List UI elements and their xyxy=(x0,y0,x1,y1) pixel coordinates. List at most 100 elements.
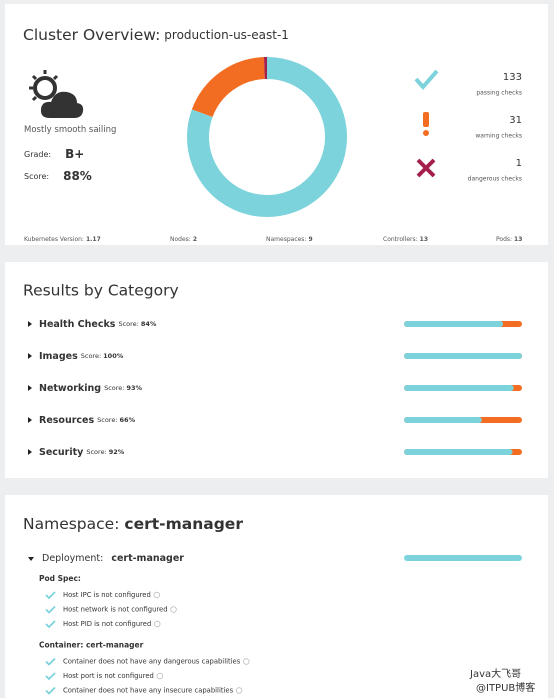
footer-item: Pods: 13 xyxy=(496,236,522,243)
help-icon xyxy=(156,672,164,680)
category-row-part: Resources xyxy=(39,415,94,426)
footer-item-part: 13 xyxy=(420,236,428,243)
category-title: Results by Category xyxy=(23,282,179,300)
score: Score: 88% xyxy=(24,169,92,183)
namespace-title-part: cert-manager xyxy=(124,515,243,533)
help-icon xyxy=(153,591,160,599)
cluster-title-part: Cluster Overview: xyxy=(23,26,160,44)
expand-icon xyxy=(28,449,32,455)
grade-part: B+ xyxy=(65,147,84,161)
check-icon xyxy=(45,591,56,600)
passing-icon xyxy=(414,69,439,91)
weather-icon xyxy=(29,70,84,118)
status: Mostly smooth sailing xyxy=(24,125,116,135)
score-bar xyxy=(404,417,482,423)
footer-item-part: Controllers: xyxy=(383,236,418,243)
check-label: passing checks xyxy=(476,90,522,97)
expand-icon xyxy=(28,321,32,327)
category-row-part: Score: xyxy=(97,416,117,424)
namespace-card xyxy=(5,495,548,698)
score-bar xyxy=(404,449,513,455)
deployment-bar xyxy=(404,555,522,561)
category-row-part: Score: xyxy=(118,320,138,328)
check-icon xyxy=(45,605,56,614)
footer-item-part: Namespaces: xyxy=(266,236,306,243)
cluster-title-part: production-us-east-1 xyxy=(164,28,289,42)
footer-item-part: Pods: xyxy=(496,236,512,243)
check-label: dangerous checks xyxy=(468,176,522,183)
category-row-part: Score: xyxy=(81,352,101,360)
score-part: Score: xyxy=(24,172,49,181)
check-count: 133 xyxy=(503,72,522,83)
help-icon xyxy=(235,687,243,694)
check-item: Container does not have any insecure cap… xyxy=(63,687,234,695)
check-item: Container does not have any dangerous ca… xyxy=(63,658,241,666)
category-row: Security Score: 92% xyxy=(39,447,125,458)
help-icon xyxy=(154,620,161,628)
category-row: Resources Score: 66% xyxy=(39,415,136,426)
check-icon xyxy=(45,657,56,666)
check-item: Host port is not configured xyxy=(63,672,154,680)
category-row-part: Networking xyxy=(39,383,101,394)
deployment: Deployment: cert-manager xyxy=(42,553,184,564)
category-row-part: 92% xyxy=(109,448,125,456)
namespace-title-part: Namespace: xyxy=(23,515,119,533)
watermark: @ITPUB博客 xyxy=(476,681,535,694)
score-bar xyxy=(404,353,522,359)
category-row: Networking Score: 93% xyxy=(39,383,143,394)
category-row-part: Health Checks xyxy=(39,319,116,330)
check-item: Host PID is not configured xyxy=(63,620,151,628)
donut-segment xyxy=(191,57,266,118)
category-card xyxy=(5,262,548,478)
grade-part: Grade: xyxy=(24,150,51,159)
footer-item: Namespaces: 9 xyxy=(266,236,313,243)
warning-icon xyxy=(423,112,429,136)
check-item: Host IPC is not configured xyxy=(63,591,151,599)
score-part: 88% xyxy=(63,169,92,183)
help-icon xyxy=(243,658,250,665)
footer-item-part: Kubernetes Version: xyxy=(24,236,84,243)
check-icon xyxy=(45,686,56,695)
help-icon xyxy=(170,606,177,613)
category-row-part: Images xyxy=(39,351,78,362)
check-count: 1 xyxy=(516,158,522,169)
score-bar xyxy=(404,321,504,327)
category-row-part: Score: xyxy=(86,448,106,456)
category-row-part: 84% xyxy=(141,320,157,328)
footer-item-part: 1.17 xyxy=(86,236,101,243)
cluster-title: Cluster Overview: production-us-east-1 xyxy=(23,26,289,44)
footer-item-part: 9 xyxy=(308,236,312,243)
footer-item-part: Nodes: xyxy=(170,236,191,243)
deployment-part: cert-manager xyxy=(111,553,184,564)
danger-icon xyxy=(416,158,436,178)
score-bar xyxy=(404,385,514,391)
check-label: warning checks xyxy=(475,133,522,140)
check-icon xyxy=(45,672,56,681)
status-part: Mostly smooth sailing xyxy=(24,125,116,135)
category-row-part: 100% xyxy=(103,352,124,360)
category-row-part: Security xyxy=(39,447,84,458)
watermark: Java大飞哥 xyxy=(469,667,521,680)
check-item: Host network is not configured xyxy=(63,606,168,614)
category-row: Health Checks Score: 84% xyxy=(39,319,157,330)
expand-icon xyxy=(28,353,32,359)
expand-icon xyxy=(28,385,32,391)
group-title: Pod Spec: xyxy=(39,574,81,583)
expand-icon xyxy=(28,557,34,561)
footer-item: Kubernetes Version: 1.17 xyxy=(24,236,101,243)
check-icon xyxy=(45,620,56,629)
grade: Grade: B+ xyxy=(24,147,84,161)
check-count: 31 xyxy=(509,115,522,126)
donut-segment xyxy=(187,57,347,217)
category-row-part: Score: xyxy=(104,384,124,392)
category-row: Images Score: 100% xyxy=(39,351,124,362)
footer-item-part: 13 xyxy=(514,236,522,243)
footer-item: Nodes: 2 xyxy=(170,236,197,243)
expand-icon xyxy=(28,417,32,423)
footer-item-part: 2 xyxy=(193,236,197,243)
deployment-part: Deployment: xyxy=(42,553,103,564)
category-row-part: 66% xyxy=(120,416,136,424)
namespace-title: Namespace: cert-manager xyxy=(23,515,243,533)
footer-item: Controllers: 13 xyxy=(383,236,428,243)
